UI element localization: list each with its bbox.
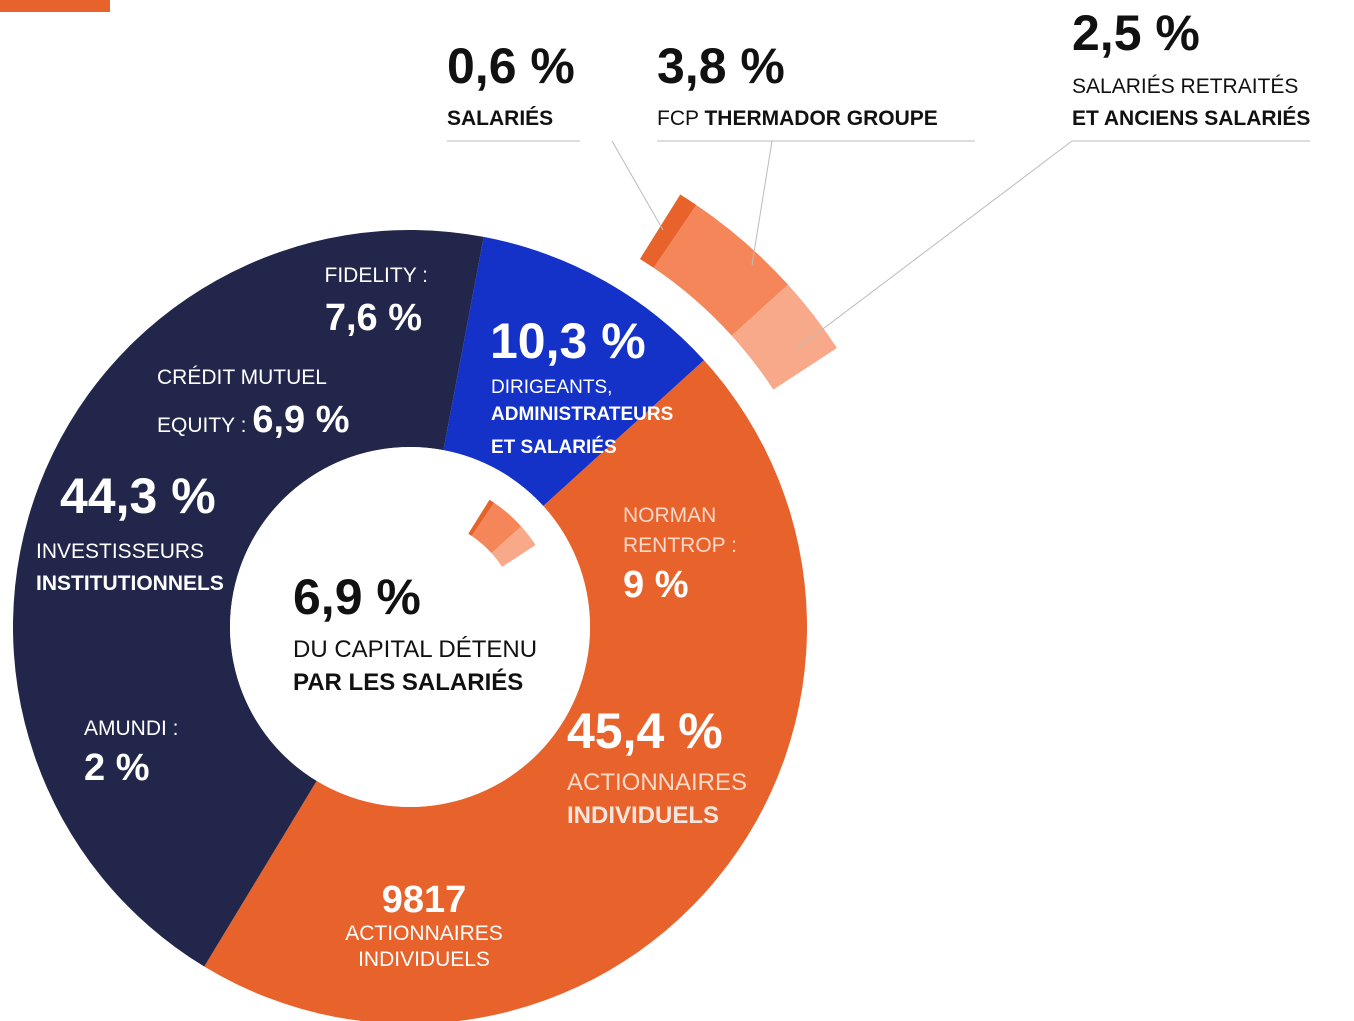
breakdown-value: 2,5 % <box>1072 5 1200 61</box>
segment-label: DIRIGEANTS, <box>491 377 612 398</box>
donut-segment <box>443 236 705 507</box>
center-text: DU CAPITAL DÉTENU <box>293 636 537 663</box>
leader-line <box>794 140 1073 351</box>
breakdown-segment <box>468 499 495 536</box>
detail-name: FIDELITY : <box>325 264 428 287</box>
breakdown-label: FCP THERMADOR GROUPE <box>657 107 938 130</box>
detail-value: 7,6 % <box>325 297 422 339</box>
detail-name: NORMAN <box>623 504 716 527</box>
annotation-text: INDIVIDUELS <box>358 948 490 971</box>
segment-label: INSTITUTIONNELS <box>36 572 224 595</box>
annotation-value: 9817 <box>382 879 467 921</box>
label-part: THERMADOR GROUPE <box>704 107 937 130</box>
leader-line <box>611 140 664 231</box>
segment-value: 44,3 % <box>60 468 216 524</box>
breakdown-segment <box>653 204 789 336</box>
breakdown-label: ET ANCIENS SALARIÉS <box>1072 107 1310 130</box>
label-part: FCP <box>657 107 699 130</box>
breakdown-label: SALARIÉS <box>447 107 553 130</box>
detail-name: AMUNDI : <box>84 717 179 740</box>
breakdown-segment <box>639 194 697 268</box>
segment-label: ADMINISTRATEURS <box>491 404 673 425</box>
segment-value: 45,4 % <box>567 703 723 759</box>
breakdown-value: 0,6 % <box>447 38 575 94</box>
arcs <box>13 194 837 1021</box>
segment-label: ET SALARIÉS <box>491 436 617 458</box>
decor-bar <box>0 0 110 12</box>
donut-segment <box>13 229 484 967</box>
segment-label: INDIVIDUELS <box>567 802 719 829</box>
breakdown-value: 3,8 % <box>657 38 785 94</box>
detail-name: RENTROP : <box>623 534 737 557</box>
segment-value: 10,3 % <box>490 313 646 369</box>
donut-segment <box>204 360 807 1021</box>
detail-name: CRÉDIT MUTUEL <box>157 366 327 389</box>
center-text: PAR LES SALARIÉS <box>293 668 523 696</box>
breakdown-label: SALARIÉS RETRAITÉS <box>1072 75 1298 98</box>
detail-value: 9 % <box>623 564 688 606</box>
leader-line <box>751 140 773 266</box>
detail-name: EQUITY : 6,9 % <box>157 399 349 441</box>
breakdown-segment <box>471 502 522 554</box>
segment-label: INVESTISSEURS <box>36 540 204 563</box>
detail-value: 6,9 % <box>252 399 349 441</box>
segment-label: ACTIONNAIRES <box>567 769 747 796</box>
center-value: 6,9 % <box>293 569 421 625</box>
detail-value: 2 % <box>84 747 149 789</box>
breakdown-segment <box>491 526 536 567</box>
center-hole <box>230 447 590 807</box>
leaders <box>447 140 1310 351</box>
breakdown-segment <box>731 284 837 390</box>
label-part: EQUITY : <box>157 414 246 437</box>
annotation-text: ACTIONNAIRES <box>345 922 503 945</box>
